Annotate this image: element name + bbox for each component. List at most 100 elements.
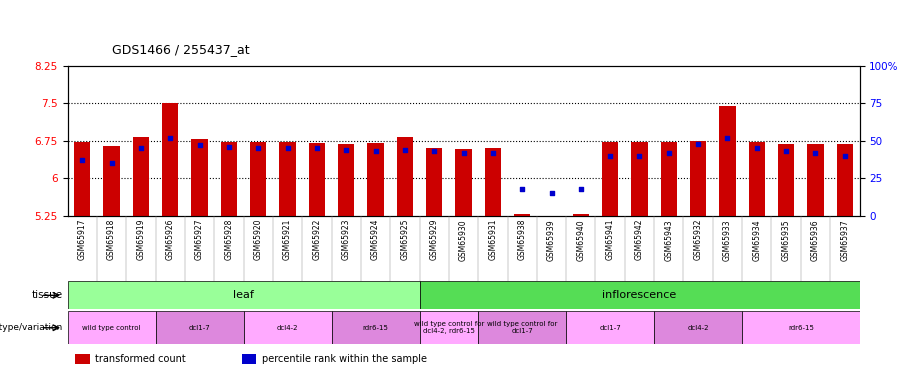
Text: rdr6-15: rdr6-15 (363, 325, 389, 331)
Bar (837, 144, 853, 216)
Point (544, 190, 559, 196)
Bar (654, 311, 742, 344)
Bar (162, 103, 178, 216)
Text: GSM65938: GSM65938 (518, 219, 526, 260)
Text: GSM65921: GSM65921 (283, 219, 292, 260)
Text: GSM65937: GSM65937 (841, 219, 850, 261)
Bar (192, 139, 208, 216)
Text: GSM65925: GSM65925 (400, 219, 410, 260)
Bar (250, 142, 266, 216)
Text: GSM65936: GSM65936 (811, 219, 820, 261)
Bar (426, 148, 442, 216)
Text: GSM65935: GSM65935 (782, 219, 791, 261)
Text: leaf: leaf (233, 290, 254, 300)
Text: GSM65922: GSM65922 (312, 219, 321, 260)
Text: GSM65934: GSM65934 (752, 219, 761, 261)
Point (486, 150, 500, 156)
Bar (661, 142, 677, 216)
Text: GSM65939: GSM65939 (547, 219, 556, 261)
Bar (478, 311, 566, 344)
Point (280, 145, 294, 151)
Bar (104, 146, 120, 216)
Bar (76, 354, 90, 364)
Text: GSM65926: GSM65926 (166, 219, 175, 260)
Text: GDS1466 / 255437_at: GDS1466 / 255437_at (112, 43, 250, 56)
Text: tissue: tissue (32, 290, 63, 300)
Text: GSM65941: GSM65941 (606, 219, 615, 260)
Text: GSM65917: GSM65917 (77, 219, 86, 260)
Text: GSM65933: GSM65933 (723, 219, 732, 261)
Point (691, 141, 706, 147)
Bar (807, 144, 824, 216)
Point (75, 157, 89, 163)
Text: GSM65931: GSM65931 (489, 219, 498, 260)
Bar (244, 311, 331, 344)
Text: GSM65932: GSM65932 (694, 219, 703, 260)
Bar (514, 214, 530, 216)
Text: dcl1-7: dcl1-7 (599, 325, 621, 331)
Point (779, 148, 794, 154)
Text: transformed count: transformed count (95, 354, 186, 364)
Bar (632, 142, 648, 216)
Text: GSM65920: GSM65920 (254, 219, 263, 260)
Point (573, 186, 588, 192)
Bar (279, 142, 295, 216)
Point (750, 145, 764, 151)
Point (662, 150, 676, 156)
Point (339, 147, 354, 153)
Bar (74, 142, 90, 216)
Bar (242, 354, 256, 364)
Bar (419, 311, 478, 344)
Bar (572, 214, 589, 216)
Text: wild type control for
dcl4-2, rdr6-15: wild type control for dcl4-2, rdr6-15 (414, 321, 484, 334)
Bar (419, 281, 860, 309)
Point (603, 153, 617, 159)
Point (633, 153, 647, 159)
Bar (455, 149, 472, 216)
Text: GSM65940: GSM65940 (576, 219, 585, 261)
Text: rdr6-15: rdr6-15 (788, 325, 814, 331)
Bar (719, 106, 735, 216)
Point (368, 148, 382, 154)
Bar (690, 141, 707, 216)
Bar (397, 137, 413, 216)
Point (163, 135, 177, 141)
Text: GSM65942: GSM65942 (635, 219, 644, 260)
Point (427, 148, 441, 154)
Bar (156, 311, 244, 344)
Bar (68, 311, 156, 344)
Point (398, 147, 412, 153)
Text: GSM65943: GSM65943 (664, 219, 673, 261)
Bar (68, 281, 419, 309)
Bar (485, 148, 501, 216)
Bar (778, 144, 794, 216)
Bar (742, 311, 860, 344)
Bar (749, 142, 765, 216)
Text: GSM65924: GSM65924 (371, 219, 380, 260)
Bar (309, 143, 325, 216)
Bar (602, 142, 618, 216)
Text: wild type control for
dcl1-7: wild type control for dcl1-7 (487, 321, 557, 334)
Bar (566, 311, 654, 344)
Bar (338, 144, 355, 216)
Text: dcl4-2: dcl4-2 (688, 325, 709, 331)
Point (133, 145, 148, 151)
Point (515, 186, 529, 192)
Text: GSM65927: GSM65927 (195, 219, 204, 260)
Text: wild type control: wild type control (82, 325, 140, 331)
Text: inflorescence: inflorescence (602, 290, 677, 300)
Text: GSM65919: GSM65919 (136, 219, 145, 260)
Point (251, 145, 266, 151)
Text: GSM65930: GSM65930 (459, 219, 468, 261)
Bar (133, 137, 148, 216)
Point (193, 142, 207, 148)
Point (221, 144, 236, 150)
Text: GSM65929: GSM65929 (429, 219, 438, 260)
Text: genotype/variation: genotype/variation (0, 323, 63, 332)
Text: GSM65918: GSM65918 (107, 219, 116, 260)
Text: percentile rank within the sample: percentile rank within the sample (262, 354, 427, 364)
Bar (331, 311, 419, 344)
Point (808, 150, 823, 156)
Bar (220, 142, 237, 216)
Bar (544, 216, 560, 217)
